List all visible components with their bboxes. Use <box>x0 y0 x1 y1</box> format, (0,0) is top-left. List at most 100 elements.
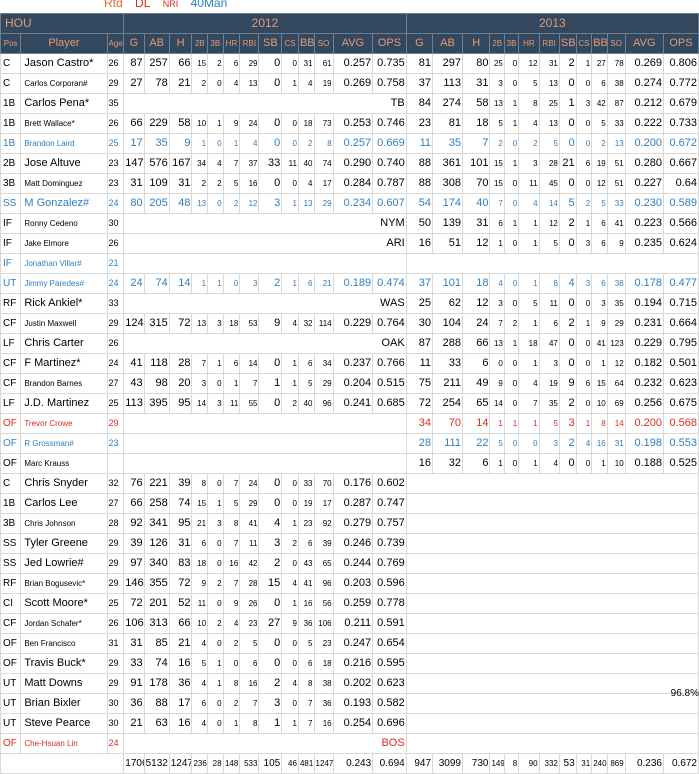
stat-2013: 0 <box>503 73 520 94</box>
stat-2012: 1 <box>281 713 299 734</box>
player-row[interactable]: IF Jake Elmore 26 ARI 16 51 12 1 0 1 5 0 3 6 9 0.235 0.6… <box>0 233 699 254</box>
col-header-2012-sb: SB <box>258 33 283 54</box>
stat-2012: 9 <box>168 133 193 154</box>
player-row[interactable]: UT Steve Pearce 30 21 63 16 4 0 1 8 1 1 7 16 0.254 0.69… <box>0 713 699 734</box>
player-row[interactable]: CF Justin Maxwell 29 124 315 72 13 3 18 53 9 4 32 114… <box>0 313 699 334</box>
stat-2013: 2 <box>558 393 577 414</box>
empty-2013 <box>405 493 699 514</box>
stat-2012: 1 <box>258 713 283 734</box>
player-position: 1B <box>0 113 22 134</box>
player-row[interactable]: CF Brandon Barnes 27 43 98 20 3 0 1 7 1 1 5 29 0.204 0.… <box>0 373 699 394</box>
stat-2013: 0.664 <box>662 313 699 334</box>
stat-2012: 2 <box>281 533 299 554</box>
stat-2012: 2 <box>222 633 241 654</box>
stat-2012: 40 <box>297 393 315 414</box>
stat-2012: 11 <box>222 393 241 414</box>
player-row[interactable]: LF Chris Carter 26 OAK 87 288 66 13 1 18 47 0 0 41 123… <box>0 333 699 354</box>
stat-2012: 17 <box>168 693 193 714</box>
stat-2013: 25 <box>405 293 434 314</box>
stat-2013: 3 <box>489 293 505 314</box>
player-row[interactable]: CF Jordan Schafer* 26 106 313 66 10 2 4 23 27 9 36 10… <box>0 613 699 634</box>
stat-2012: 41 <box>123 353 145 374</box>
stat-2012: 12 <box>239 193 260 214</box>
player-row[interactable]: OF Trevor Crowe 29 34 70 14 1 1 1 5 3 1 8 14 0.200 0.56… <box>0 413 699 434</box>
player-row[interactable]: 1B Brett Wallace* 26 66 229 58 10 1 9 24 0 0 18 73 0.2… <box>0 113 699 134</box>
player-row[interactable]: IF Ronny Cedeno 30 NYM 50 139 31 6 1 1 12 2 1 6 41 0.22… <box>0 213 699 234</box>
player-row[interactable]: IF Jonathan Villar# 21 <box>0 253 699 274</box>
col-header-2012-h: H <box>168 33 193 54</box>
team-2012: OAK <box>123 333 407 354</box>
player-row[interactable]: SS Tyler Greene 29 39 126 31 6 0 7 11 3 2 6 39 0.246 0.… <box>0 533 699 554</box>
stat-2012: 66 <box>168 613 193 634</box>
stat-2013: 25 <box>489 53 505 74</box>
stat-2013: 9 <box>489 373 505 394</box>
stat-2013: 13 <box>538 73 560 94</box>
player-row[interactable]: LF J.D. Martinez 25 113 395 95 14 3 11 55 0 2 40 96 0.… <box>0 393 699 414</box>
stat-2012: 40 <box>297 153 315 174</box>
stat-2012: 0 <box>222 653 241 674</box>
player-age: 32 <box>106 473 125 494</box>
stat-2013: 1 <box>591 453 608 474</box>
stat-2012: 16 <box>297 593 315 614</box>
player-age: 29 <box>106 573 125 594</box>
player-row[interactable]: SS Jed Lowrie# 29 97 340 83 18 0 16 42 2 0 43 65 0.244… <box>0 553 699 574</box>
stat-2013: 0.235 <box>624 233 664 254</box>
stat-2012: 11 <box>239 533 260 554</box>
stat-2012: 4 <box>297 173 315 194</box>
player-row[interactable]: OF Ben Francisco 31 31 85 21 4 0 2 5 0 0 5 23 0.247 0.6… <box>0 633 699 654</box>
stat-2012: 85 <box>143 633 170 654</box>
stat-2012: 221 <box>143 473 170 494</box>
stat-2013: 0.553 <box>662 433 699 454</box>
player-row[interactable]: CI Scott Moore* 25 72 201 52 11 0 9 26 0 1 16 56 0.259… <box>0 593 699 614</box>
stat-2013: 0.623 <box>662 373 699 394</box>
player-row[interactable]: 1B Carlos Pena* 35 TB 84 274 58 13 1 8 25 1 3 42 87 0.2… <box>0 93 699 114</box>
stat-2013: 28 <box>538 153 560 174</box>
stat-2013: 7 <box>489 193 505 214</box>
player-row[interactable]: UT Matt Downs 29 91 178 36 4 1 8 16 2 4 8 38 0.202 0.62… <box>0 673 699 694</box>
total-2013: 947 <box>405 753 434 774</box>
stat-2012: 147 <box>123 153 145 174</box>
stat-2013: 0 <box>558 453 577 474</box>
player-row[interactable]: OF Travis Buck* 29 33 74 16 5 1 0 6 0 0 6 18 0.216 0.59… <box>0 653 699 674</box>
stat-2012: 14 <box>168 273 193 294</box>
col-header-2013-rbi: RBI <box>538 33 560 54</box>
stat-2012: 0.189 <box>332 273 374 294</box>
player-row[interactable]: C Chris Snyder 32 76 221 39 8 0 7 24 0 0 33 70 0.176 0.… <box>0 473 699 494</box>
stat-2012: 27 <box>258 613 283 634</box>
player-row[interactable]: OF R Grossman# 23 28 111 22 5 0 0 3 2 4 16 31 0.198 0.5… <box>0 433 699 454</box>
stat-2013: 3 <box>591 293 608 314</box>
stat-2012: 20 <box>168 373 193 394</box>
player-row[interactable]: C Carlos Corporan# 29 27 78 21 2 0 4 13 0 1 4 19 0.269… <box>0 73 699 94</box>
stat-2013: 15 <box>489 153 505 174</box>
stat-2012: 257 <box>143 53 170 74</box>
player-row[interactable]: 3B Chris Johnson 28 92 341 95 21 3 8 41 4 1 23 92 0.27… <box>0 513 699 534</box>
stat-2013: 0.232 <box>624 373 664 394</box>
player-row[interactable]: RF Rick Ankiel* 33 WAS 25 62 12 3 0 5 11 0 0 3 35 0.194… <box>0 293 699 314</box>
player-row[interactable]: OF Marc Krauss 16 32 6 1 0 1 4 0 0 1 10 0.188 0.525 <box>0 453 699 474</box>
player-position: C <box>0 73 22 94</box>
stat-2013: 84 <box>405 93 434 114</box>
stat-2013: 6 <box>591 273 608 294</box>
player-row[interactable]: OF Che-Hsuan Lin 24 BOS <box>0 733 699 754</box>
player-row[interactable]: 2B Jose Altuve 23 147 576 167 34 4 7 37 33 11 40 74 0.… <box>0 153 699 174</box>
stat-2012: 7 <box>239 693 260 714</box>
player-row[interactable]: UT Jimmy Paredes# 24 24 74 14 1 1 0 3 2 1 6 21 0.189 0.… <box>0 273 699 294</box>
player-position: RF <box>0 573 22 594</box>
player-name: M Gonzalez# <box>20 193 108 214</box>
player-row[interactable]: 1B Carlos Lee 27 66 258 74 15 1 5 29 0 0 19 17 0.287 0.… <box>0 493 699 514</box>
player-row[interactable]: RF Brian Bogusevic* 29 146 355 72 9 2 7 28 15 4 41 96… <box>0 573 699 594</box>
stat-2012: 0.290 <box>332 153 374 174</box>
empty-2012 <box>123 413 407 434</box>
player-row[interactable]: SS M Gonzalez# 24 80 205 48 13 0 2 12 3 1 13 29 0.234 0… <box>0 193 699 214</box>
stat-2012: 9 <box>258 313 283 334</box>
stat-2012: 21 <box>313 273 334 294</box>
player-age: 23 <box>106 433 125 454</box>
player-row[interactable]: 3B Matt Dominguez 23 31 109 31 2 2 5 16 0 0 4 17 0.284… <box>0 173 699 194</box>
player-row[interactable]: C Jason Castro* 26 87 257 66 15 2 6 29 0 0 31 61 0.257… <box>0 53 699 74</box>
stat-2012: 258 <box>143 493 170 514</box>
stat-2012: 0 <box>207 593 224 614</box>
player-row[interactable]: UT Brian Bixler 30 36 88 17 6 0 2 7 3 0 7 36 0.193 0.58… <box>0 693 699 714</box>
player-row[interactable]: 1B Brandon Laird 25 17 35 9 1 0 1 4 0 0 2 8 0.257 0.669… <box>0 133 699 154</box>
player-row[interactable]: CF F Martinez* 24 41 118 28 7 1 6 14 0 1 6 34 0.237 0.7… <box>0 353 699 374</box>
total-2013: 869 <box>606 753 626 774</box>
